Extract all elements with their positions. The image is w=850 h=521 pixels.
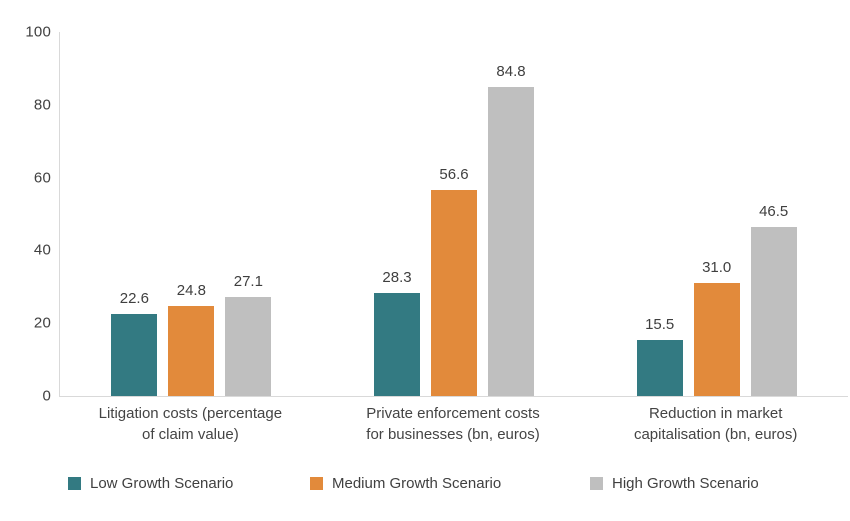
legend-label: High Growth Scenario bbox=[612, 474, 759, 492]
bar-value-label: 22.6 bbox=[119, 289, 149, 307]
bar-low-growth-scenario: 28.3 bbox=[374, 269, 420, 396]
bar-high-growth-scenario: 84.8 bbox=[488, 63, 534, 396]
category-label-reduction-in-market: Reduction in market capitalisation (bn, e… bbox=[584, 403, 847, 445]
y-tick-label-80: 80 bbox=[33, 96, 51, 114]
legend-swatch-icon bbox=[68, 476, 81, 490]
bar-value-label: 24.8 bbox=[176, 281, 206, 299]
bar-value-label: 31.0 bbox=[702, 259, 732, 277]
x-axis-category-labels: Litigation costs (percentage of claim val… bbox=[59, 403, 847, 445]
category-label-private-enforcement-costs: Private enforcement costs for businesses … bbox=[322, 403, 585, 445]
category-label-line: Private enforcement costs bbox=[366, 405, 540, 422]
bar-low-growth-scenario: 22.6 bbox=[111, 290, 158, 396]
bar-medium-growth-scenario: 31.0 bbox=[693, 259, 740, 396]
bar-value-label: 15.5 bbox=[645, 315, 675, 333]
category-label-line: of claim value) bbox=[141, 426, 239, 443]
bar-value-label: 84.8 bbox=[496, 63, 526, 81]
y-tick-label-0: 0 bbox=[42, 387, 51, 405]
bar-group-reduction-in-market: 15.5 31.0 46.5 bbox=[585, 32, 848, 396]
bar-high-growth-scenario: 27.1 bbox=[225, 273, 272, 396]
y-tick-label-60: 60 bbox=[33, 169, 51, 187]
bar-value-label: 27.1 bbox=[233, 273, 263, 291]
category-label-line: Litigation costs (percentage bbox=[98, 405, 283, 422]
bar-group-litigation-costs-percentage: 22.6 24.8 27.1 bbox=[60, 32, 323, 396]
plot-area: 22.6 24.8 27.1 28.3 56.6 84.8 15.5 31.0 46.5 bbox=[59, 32, 848, 397]
legend-item-medium-growth-scenario: Medium Growth Scenario bbox=[310, 474, 501, 492]
category-label-line: for businesses (bn, euros) bbox=[366, 426, 540, 443]
bar-value-label: 46.5 bbox=[759, 202, 789, 220]
bar-medium-growth-scenario: 56.6 bbox=[431, 166, 477, 396]
legend-label: Low Growth Scenario bbox=[90, 474, 234, 492]
y-tick-label-100: 100 bbox=[25, 23, 51, 41]
legend-item-low-growth-scenario: Low Growth Scenario bbox=[68, 474, 233, 492]
y-tick-label-20: 20 bbox=[33, 314, 51, 332]
legend-swatch-icon bbox=[590, 476, 603, 490]
bar-medium-growth-scenario: 24.8 bbox=[168, 282, 215, 396]
category-label-line: capitalisation (bn, euros) bbox=[633, 426, 798, 443]
legend: Low Growth Scenario Medium Growth Scenari… bbox=[0, 474, 850, 496]
bar-group-private-enforcement-costs: 28.3 56.6 84.8 bbox=[323, 32, 586, 396]
bar-low-growth-scenario: 15.5 bbox=[636, 316, 683, 396]
legend-swatch-icon bbox=[310, 476, 323, 490]
legend-label: Medium Growth Scenario bbox=[332, 474, 502, 492]
legend-item-high-growth-scenario: High Growth Scenario bbox=[590, 474, 759, 492]
bar-high-growth-scenario: 46.5 bbox=[750, 203, 797, 396]
bar-value-label: 56.6 bbox=[439, 165, 469, 183]
y-axis: 0 20 40 60 80 100 bbox=[0, 24, 51, 405]
category-label-litigation-costs-percentage: Litigation costs (percentage of claim val… bbox=[59, 403, 322, 445]
y-tick-label-40: 40 bbox=[33, 241, 51, 259]
category-label-line: Reduction in market bbox=[648, 405, 783, 422]
bar-value-label: 28.3 bbox=[382, 269, 412, 286]
